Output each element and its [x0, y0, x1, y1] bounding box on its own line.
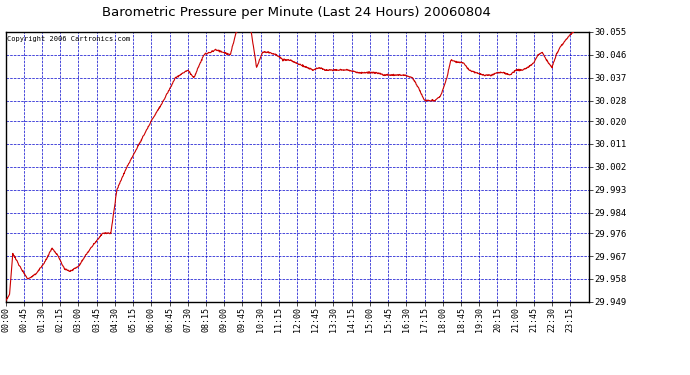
- Text: Copyright 2006 Cartronics.com: Copyright 2006 Cartronics.com: [7, 36, 130, 42]
- Text: Barometric Pressure per Minute (Last 24 Hours) 20060804: Barometric Pressure per Minute (Last 24 …: [102, 6, 491, 19]
